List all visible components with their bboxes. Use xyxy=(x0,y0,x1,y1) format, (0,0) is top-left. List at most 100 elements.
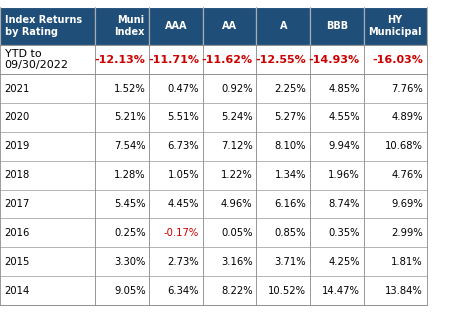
Text: 8.74%: 8.74% xyxy=(328,199,360,209)
Bar xyxy=(310,247,364,276)
Text: AA: AA xyxy=(222,21,237,31)
Bar xyxy=(95,218,149,247)
Text: -12.13%: -12.13% xyxy=(95,55,146,65)
Bar xyxy=(203,7,256,45)
Bar xyxy=(310,103,364,132)
Text: 2014: 2014 xyxy=(5,286,30,296)
Text: 2017: 2017 xyxy=(5,199,30,209)
Bar xyxy=(364,45,427,74)
Bar xyxy=(0,218,95,247)
Bar xyxy=(0,7,95,45)
Bar xyxy=(149,103,203,132)
Text: 1.34%: 1.34% xyxy=(275,170,306,180)
Bar xyxy=(149,7,203,45)
Text: 2018: 2018 xyxy=(5,170,30,180)
Bar xyxy=(0,161,95,190)
Text: Muni
Index: Muni Index xyxy=(114,15,145,37)
Text: HY
Municipal: HY Municipal xyxy=(368,15,422,37)
Bar xyxy=(149,45,203,74)
Bar xyxy=(310,161,364,190)
Bar xyxy=(256,276,310,305)
Text: 2.73%: 2.73% xyxy=(167,257,199,267)
Bar xyxy=(0,132,95,161)
Bar xyxy=(149,190,203,218)
Text: Index Returns
by Rating: Index Returns by Rating xyxy=(5,15,82,37)
Text: -12.55%: -12.55% xyxy=(255,55,306,65)
Bar xyxy=(95,7,149,45)
Bar xyxy=(0,247,95,276)
Bar xyxy=(95,276,149,305)
Text: 6.16%: 6.16% xyxy=(274,199,306,209)
Text: 4.45%: 4.45% xyxy=(168,199,199,209)
Bar xyxy=(310,132,364,161)
Bar xyxy=(364,247,427,276)
Text: 5.45%: 5.45% xyxy=(114,199,146,209)
Text: 4.25%: 4.25% xyxy=(328,257,360,267)
Text: 7.54%: 7.54% xyxy=(114,141,146,151)
Text: 2015: 2015 xyxy=(5,257,30,267)
Bar xyxy=(364,190,427,218)
Text: 9.94%: 9.94% xyxy=(328,141,360,151)
Text: 10.68%: 10.68% xyxy=(385,141,423,151)
Bar xyxy=(95,103,149,132)
Text: YTD to
09/30/2022: YTD to 09/30/2022 xyxy=(5,49,69,71)
Bar xyxy=(310,7,364,45)
Bar xyxy=(95,45,149,74)
Text: -16.03%: -16.03% xyxy=(372,55,423,65)
Text: 1.81%: 1.81% xyxy=(391,257,423,267)
Text: 13.84%: 13.84% xyxy=(385,286,423,296)
Bar xyxy=(364,74,427,103)
Text: -11.71%: -11.71% xyxy=(148,55,199,65)
Bar xyxy=(256,132,310,161)
Text: 5.51%: 5.51% xyxy=(167,113,199,122)
Bar xyxy=(256,190,310,218)
Text: 4.55%: 4.55% xyxy=(328,113,360,122)
Text: 0.25%: 0.25% xyxy=(114,228,146,238)
Bar xyxy=(310,218,364,247)
Text: 5.27%: 5.27% xyxy=(274,113,306,122)
Bar xyxy=(364,276,427,305)
Bar xyxy=(203,218,256,247)
Bar xyxy=(203,74,256,103)
Bar xyxy=(203,45,256,74)
Bar xyxy=(256,161,310,190)
Bar xyxy=(95,74,149,103)
Text: 2.99%: 2.99% xyxy=(391,228,423,238)
Bar xyxy=(203,190,256,218)
Text: 3.30%: 3.30% xyxy=(114,257,146,267)
Text: AAA: AAA xyxy=(165,21,187,31)
Bar xyxy=(256,247,310,276)
Bar xyxy=(149,276,203,305)
Text: 1.22%: 1.22% xyxy=(221,170,253,180)
Text: 0.47%: 0.47% xyxy=(168,84,199,93)
Bar xyxy=(256,103,310,132)
Bar xyxy=(203,276,256,305)
Text: 0.85%: 0.85% xyxy=(275,228,306,238)
Bar xyxy=(364,7,427,45)
Text: 7.76%: 7.76% xyxy=(391,84,423,93)
Bar xyxy=(310,74,364,103)
Text: 8.22%: 8.22% xyxy=(221,286,253,296)
Text: 4.89%: 4.89% xyxy=(392,113,423,122)
Bar xyxy=(0,74,95,103)
Text: 6.73%: 6.73% xyxy=(167,141,199,151)
Text: 9.69%: 9.69% xyxy=(391,199,423,209)
Text: 1.28%: 1.28% xyxy=(114,170,146,180)
Text: A: A xyxy=(280,21,287,31)
Bar xyxy=(310,45,364,74)
Bar xyxy=(0,45,95,74)
Bar xyxy=(203,103,256,132)
Text: BBB: BBB xyxy=(326,21,348,31)
Bar xyxy=(203,247,256,276)
Text: 10.52%: 10.52% xyxy=(268,286,306,296)
Bar xyxy=(256,45,310,74)
Text: 1.52%: 1.52% xyxy=(114,84,146,93)
Bar xyxy=(95,190,149,218)
Text: 7.12%: 7.12% xyxy=(221,141,253,151)
Text: 2021: 2021 xyxy=(5,84,30,93)
Text: 1.96%: 1.96% xyxy=(328,170,360,180)
Bar xyxy=(364,132,427,161)
Bar xyxy=(149,247,203,276)
Text: 8.10%: 8.10% xyxy=(275,141,306,151)
Bar xyxy=(203,132,256,161)
